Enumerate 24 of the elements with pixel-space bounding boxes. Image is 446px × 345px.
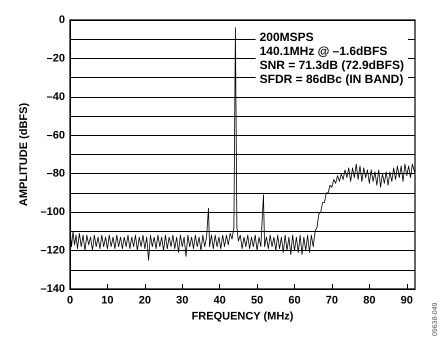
x-tick-label: 0 — [66, 294, 74, 306]
x-tick-label: 70 — [326, 294, 338, 306]
x-tick-label: 10 — [101, 294, 114, 306]
y-tick-label: –100 — [40, 206, 65, 218]
x-tick-label: 30 — [176, 294, 188, 306]
annotation: SFDR = 86dBc (IN BAND) — [260, 72, 404, 86]
y-tick-label: –20 — [46, 52, 65, 64]
y-axis-title: AMPLITUDE (dBFS) — [18, 102, 30, 206]
y-tick-label: –40 — [46, 90, 65, 103]
y-tick-label: 0 — [58, 14, 65, 26]
y-tick-label: –140 — [40, 283, 65, 295]
x-tick-label: 20 — [138, 294, 151, 306]
y-tick-label: –60 — [46, 129, 65, 142]
y-tick-label: –80 — [46, 168, 65, 180]
y-tick-label: –120 — [40, 244, 65, 257]
annotation: 200MSPS — [260, 30, 314, 44]
annotation: SNR = 71.3dB (72.9dBFS) — [260, 58, 404, 72]
x-tick-label: 50 — [250, 294, 264, 306]
x-tick-label: 40 — [214, 294, 226, 306]
x-axis-title: FREQUENCY (MHz) — [192, 310, 294, 322]
x-tick-label: 80 — [363, 294, 376, 306]
annotation: 140.1MHz @ –1.6dBFS — [260, 44, 388, 58]
x-tick-label: 90 — [400, 294, 413, 306]
x-tick-label: 60 — [288, 294, 301, 306]
